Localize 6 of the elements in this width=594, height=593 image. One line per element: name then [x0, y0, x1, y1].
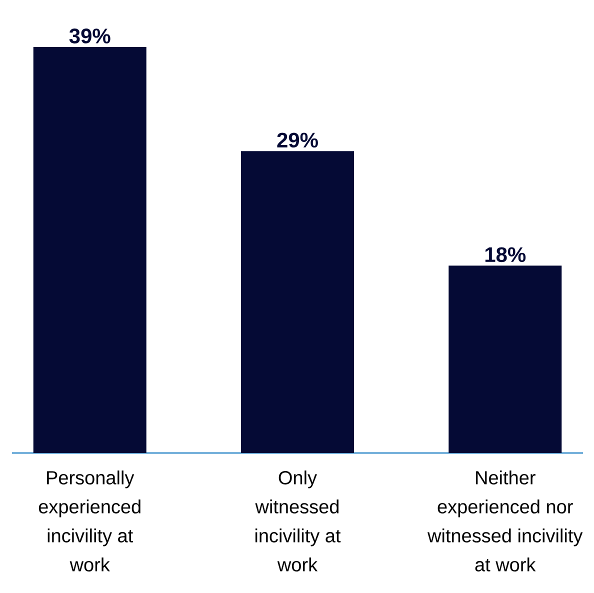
data-label: 18%	[485, 247, 526, 262]
x-tick-label: Only witnessed incivility at work	[255, 470, 341, 572]
x-tick-label: Neither experienced nor witnessed incivility at work	[428, 470, 583, 572]
x-tick-label: Personally experienced incivility at work	[38, 470, 140, 572]
data-label: 39%	[69, 28, 110, 44]
data-label: 29%	[277, 132, 318, 148]
